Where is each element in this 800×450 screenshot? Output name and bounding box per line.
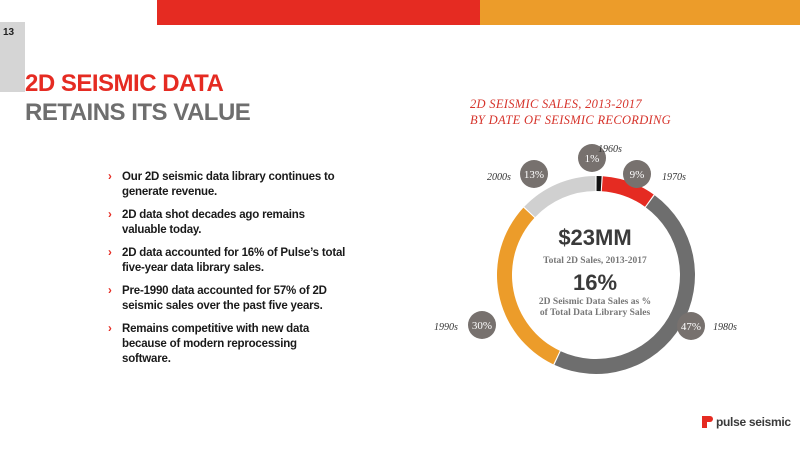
bullet-item: › Pre-1990 data accounted for 57% of 2D s… (108, 284, 348, 314)
slide-title-line2: RETAINS ITS VALUE (25, 99, 251, 126)
bullet-arrow-icon: › (108, 323, 112, 335)
decade-label-2000s: 2000s (487, 172, 511, 183)
bullet-text: 2D data accounted for 16% of Pulse’s tot… (122, 247, 346, 274)
bullet-item: › 2D data shot decades ago remains valuab… (108, 208, 348, 238)
chart-title: 2D SEISMIC SALES, 2013-2017 BY DATE OF S… (470, 96, 671, 128)
bullet-text: Pre-1990 data accounted for 57% of 2D se… (122, 285, 327, 312)
decade-label-1960s: 1960s (598, 144, 622, 155)
donut-segment-1980s (554, 195, 695, 375)
pulse-seismic-logo: pulse seismic (702, 415, 791, 429)
value-label-1960s: 1% (585, 153, 600, 165)
pulse-logo-icon (702, 416, 713, 428)
value-bubble-1980s (677, 312, 705, 340)
center-amount-label: Total 2D Sales, 2013-2017 (543, 256, 647, 266)
value-bubble-2000s (520, 160, 548, 188)
center-percent-label: 2D Seismic Data Sales as % of Total Data… (538, 297, 652, 318)
bullet-text: 2D data shot decades ago remains valuabl… (122, 209, 305, 236)
decade-label-1970s: 1970s (662, 172, 686, 183)
value-label-1970s: 9% (630, 169, 645, 181)
value-bubble-1990s (468, 311, 496, 339)
top-orange-bar (480, 0, 800, 25)
page-number: 13 (3, 27, 15, 38)
center-percent: 16% (572, 270, 618, 295)
bullet-arrow-icon: › (108, 171, 112, 183)
donut-segment-1970s (601, 176, 654, 207)
value-label-1980s: 47% (681, 321, 701, 333)
bullet-arrow-icon: › (108, 247, 112, 259)
bullet-item: › 2D data accounted for 16% of Pulse’s to… (108, 246, 348, 276)
value-label-2000s: 13% (524, 169, 544, 181)
value-bubble-1970s (623, 160, 651, 188)
value-label-1990s: 30% (472, 320, 492, 332)
bullet-item: › Our 2D seismic data library continues t… (108, 170, 348, 200)
slide-title-line1: 2D SEISMIC DATA (25, 70, 224, 97)
chart-title-line2: BY DATE OF SEISMIC RECORDING (470, 113, 671, 127)
donut-segment-1960s (596, 176, 602, 192)
bullet-text: Remains competitive with new data becaus… (122, 323, 310, 365)
donut-segment-1990s (497, 207, 560, 365)
donut-segment-2000s (524, 176, 596, 218)
center-amount: $23MM (558, 225, 632, 250)
bullet-list: › Our 2D seismic data library continues t… (108, 170, 348, 375)
bullet-item: › Remains competitive with new data becau… (108, 322, 348, 367)
page-number-tab (0, 22, 25, 92)
chart-title-line1: 2D SEISMIC SALES, 2013-2017 (470, 97, 642, 111)
value-bubble-1960s (578, 144, 606, 172)
decade-label-1990s: 1990s (434, 322, 458, 333)
decade-label-1980s: 1980s (713, 322, 737, 333)
bullet-text: Our 2D seismic data library continues to… (122, 171, 335, 198)
bullet-arrow-icon: › (108, 209, 112, 221)
bullet-arrow-icon: › (108, 285, 112, 297)
logo-text: pulse seismic (716, 415, 791, 429)
top-red-bar (157, 0, 480, 25)
